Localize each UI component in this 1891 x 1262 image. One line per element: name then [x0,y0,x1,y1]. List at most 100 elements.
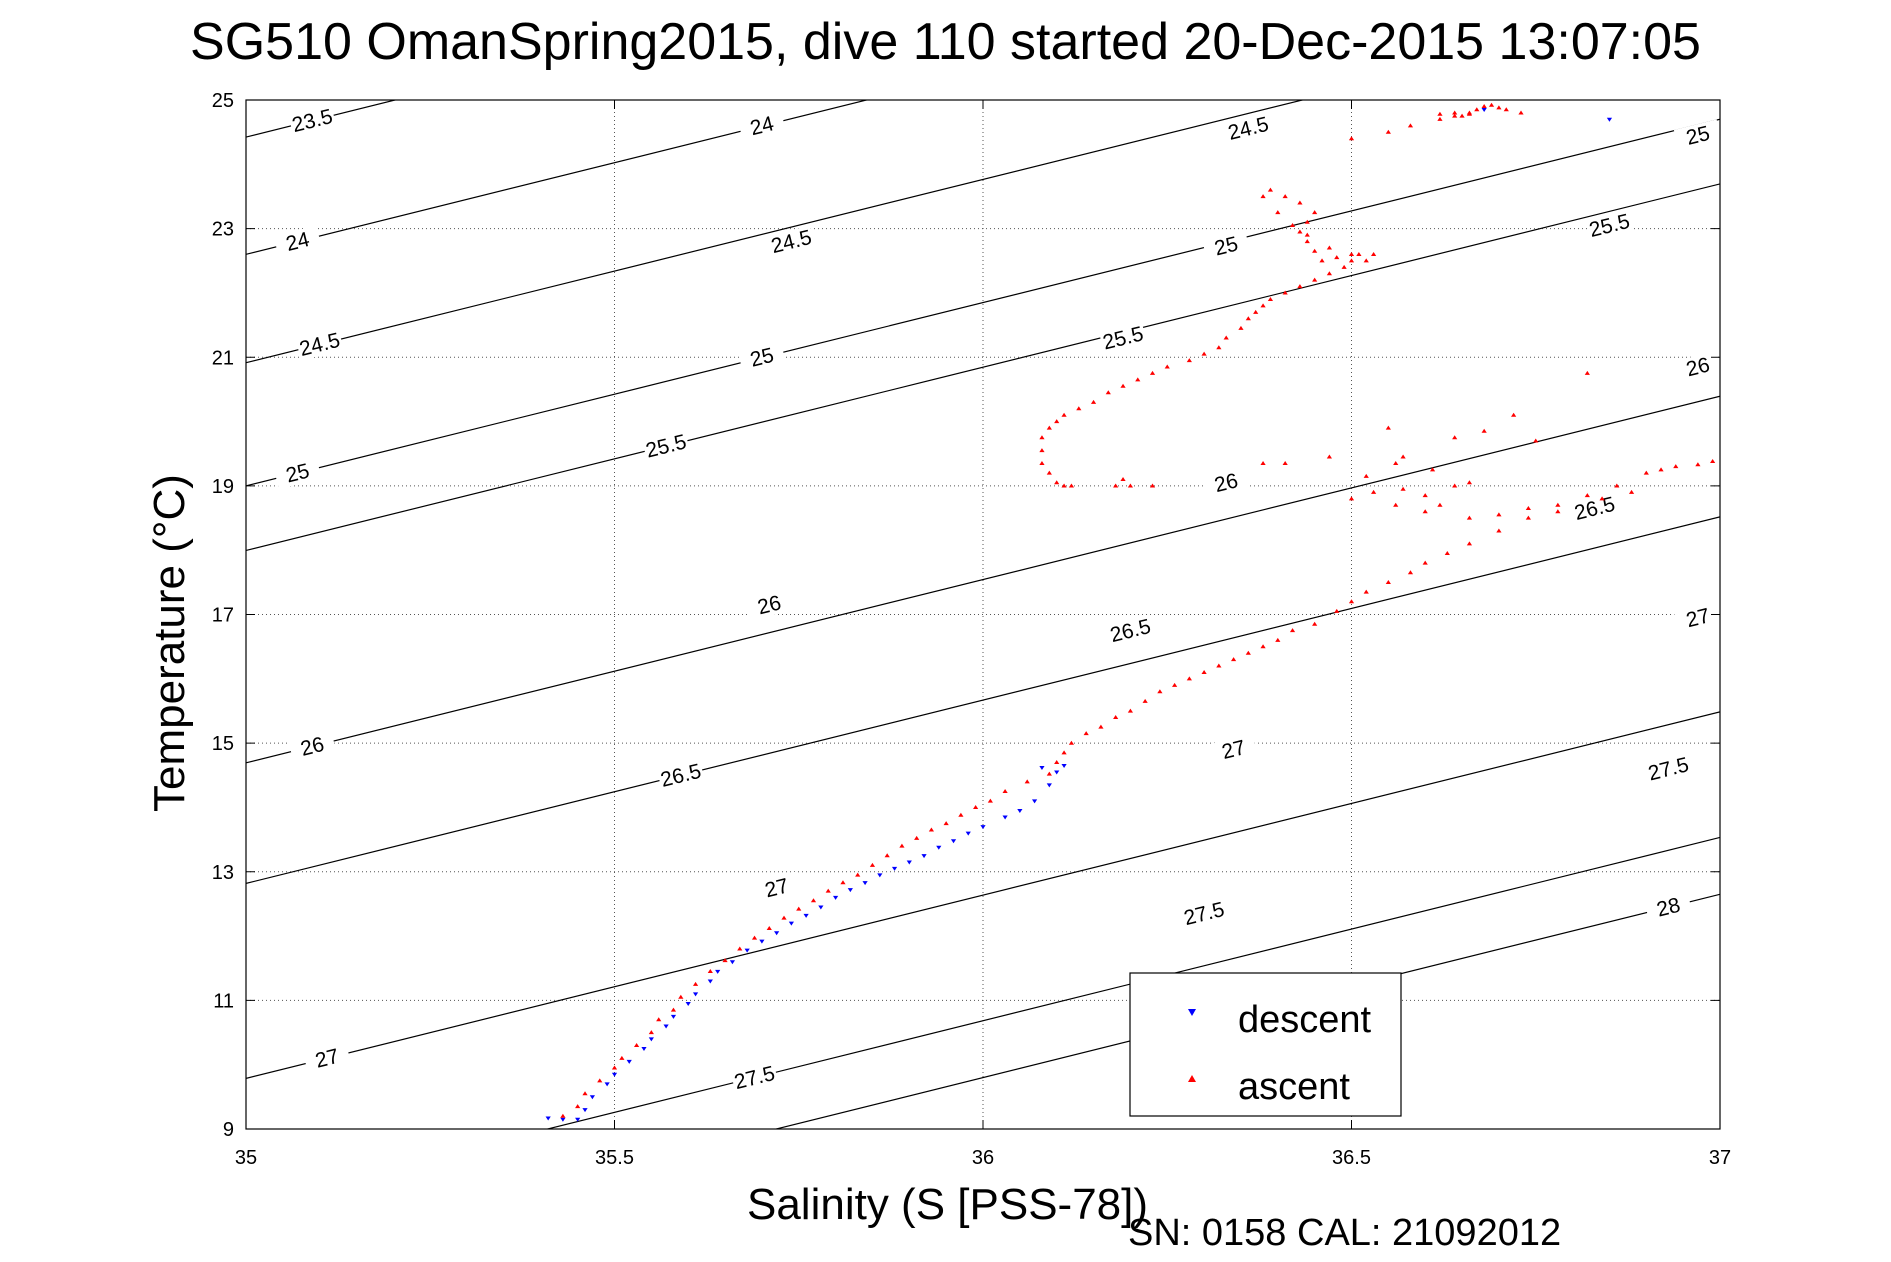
ascent-point [1326,245,1332,250]
contour-label: 26 [755,591,783,619]
descent-point [1046,783,1052,788]
contour-label-mask [288,730,337,763]
descent-point [1039,765,1045,770]
descent-point [663,1024,669,1029]
contour-label-mask [273,225,322,258]
ascent-point [1149,483,1156,488]
contour-label-mask [1099,321,1148,354]
ascent-point [825,888,831,893]
contour-label: 27 [1220,736,1248,764]
descent-point [707,979,713,984]
ascent-point [1238,325,1244,330]
descent-point [833,895,839,900]
contour-label-mask [1644,891,1693,924]
descent-point [715,969,721,974]
ascent-point [1584,493,1590,498]
ascent-point [1120,383,1126,388]
series-descent [545,108,1613,1122]
ascent-point [1503,107,1509,112]
x-tick-label: 37 [1709,1147,1731,1169]
descent-point [648,1037,654,1042]
ascent-point [928,827,935,832]
ascent-point [1348,258,1355,263]
x-tick-label: 35.5 [595,1147,634,1169]
y-tick-label: 21 [212,347,234,369]
isopycnal-line [773,893,1720,1129]
ascent-point [1643,470,1649,475]
ascent-point [1260,194,1266,199]
ascent-point [1216,663,1222,668]
isopycnal-line [246,100,1305,364]
ascent-point [1584,370,1590,375]
descent-point [950,839,957,844]
ascent-point [1525,515,1531,520]
descent-point [921,854,927,859]
ascent-point [1474,107,1480,112]
ascent-point [1245,650,1251,655]
ascent-point [1253,309,1259,314]
isopycnal-line [246,395,1720,764]
x-tick-label: 35 [235,1147,257,1169]
ascent-point [1444,551,1450,556]
ascent-point [1157,689,1163,694]
contour-label: 27 [313,1045,341,1073]
ascent-point [1393,460,1399,465]
ascent-point [1348,496,1355,501]
contour-label-mask [1202,466,1251,499]
contour-label-mask [767,225,816,258]
ascent-point [1673,464,1679,469]
ascent-point [656,1017,662,1022]
ascent-point [1466,515,1473,520]
ascent-point [1076,406,1082,411]
ascent-point [884,853,890,858]
contour-label-mask [730,1061,779,1094]
descent-point [611,1072,618,1077]
descent-point [641,1047,647,1052]
descent-point [803,913,809,918]
ascent-point [1363,589,1369,594]
ascent-point [1054,480,1060,485]
legend-label-ascent: ascent [1238,1066,1350,1108]
ascent-point [1496,512,1502,517]
ascent-point [1371,251,1377,256]
descent-point [685,1001,691,1006]
ascent-point [1275,210,1281,215]
ascent-point [751,935,758,940]
contour-label-mask [303,1042,352,1075]
ascent-point [943,821,949,826]
ascent-point [1297,200,1303,205]
ascent-point [766,925,772,930]
contour-label-mask [1585,209,1634,242]
ascent-point [1466,480,1473,485]
series-ascent [560,102,1716,1118]
ascent-point [1555,502,1561,507]
descent-point [891,866,898,871]
ascent-point [796,906,802,911]
x-tick-label: 36 [972,1147,994,1169]
ascent-point [1488,102,1495,107]
contour-label: 25 [748,344,776,372]
ascent-point [1068,483,1075,488]
ascent-point [1113,483,1119,488]
ascent-point [1304,239,1310,244]
ascent-point [1201,351,1207,356]
ascent-point [1127,483,1133,488]
legend-marker-descent [1188,1009,1196,1016]
serial-calibration-note: SN: 0158 CAL: 21092012 [1128,1212,1562,1254]
ascent-point [1120,477,1126,482]
ascent-point [810,898,817,903]
ascent-point [1326,271,1332,276]
ascent-point [1267,296,1274,301]
contour-label: 24 [748,112,777,140]
ascent-point [1341,264,1347,269]
descent-point [906,860,912,865]
contour-label-mask [273,457,322,489]
ascent-point [560,1113,566,1118]
ascent-point [597,1078,603,1083]
ascent-point [670,1007,677,1012]
isopycnal-line [246,711,1720,1080]
ascent-point [1533,438,1539,443]
ascent-point [1452,110,1458,115]
descent-point [670,1014,677,1019]
ascent-point [1518,110,1524,115]
